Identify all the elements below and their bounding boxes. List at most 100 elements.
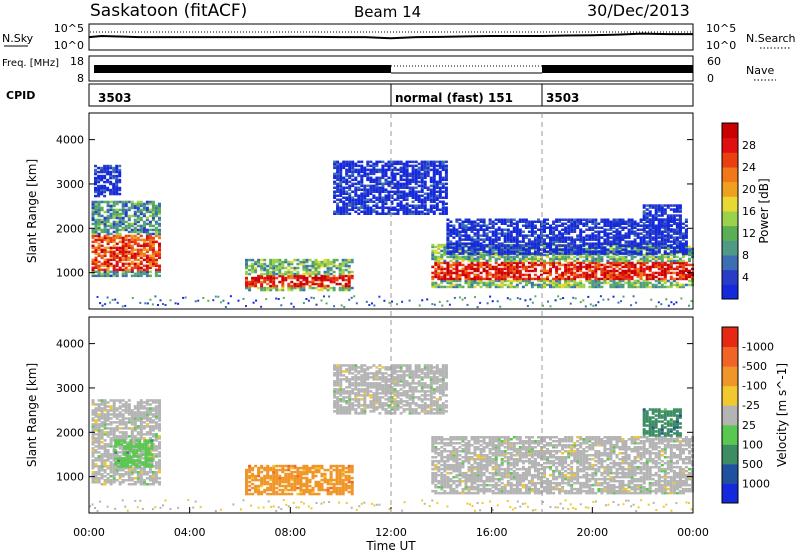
velocity-cell-0 <box>100 477 104 480</box>
power-cell-5 <box>476 218 480 221</box>
power-cell-3 <box>423 174 427 178</box>
power-cell-5 <box>509 220 513 223</box>
power-cell-4 <box>573 265 577 269</box>
power-cell-1 <box>100 174 104 178</box>
power-cell-4 <box>591 257 595 261</box>
power-cell-5 <box>669 246 673 249</box>
power-cell-5 <box>518 240 522 243</box>
power-cell-3 <box>348 188 352 191</box>
power-cell-5 <box>615 236 619 239</box>
power-cell-5 <box>476 230 480 233</box>
power-cell-3 <box>339 174 343 178</box>
power-cell-4 <box>440 249 444 253</box>
power-cell-3 <box>423 198 427 201</box>
power-cell-4 <box>651 253 655 257</box>
power-cell-4 <box>639 273 643 277</box>
velocity-cell-0 <box>103 447 107 450</box>
power-cell-2 <box>332 278 336 282</box>
power-cell-4 <box>585 243 589 247</box>
power-cell-2 <box>245 266 248 270</box>
power-cell-4 <box>681 283 685 287</box>
power-cell-5 <box>672 222 676 225</box>
power-cell-4 <box>609 247 613 251</box>
power-cell-4 <box>543 281 546 285</box>
power-cell-5 <box>482 246 486 249</box>
power-cell-3 <box>423 176 427 180</box>
velocity-cell-0 <box>118 431 122 434</box>
power-ground-cell <box>620 300 622 303</box>
power-cell-4 <box>485 277 489 281</box>
power-cell-5 <box>473 240 477 243</box>
power-cell-5 <box>497 242 501 245</box>
power-ground-cell <box>368 304 371 306</box>
power-cell-6 <box>648 212 652 215</box>
power-cell-2 <box>275 272 279 276</box>
power-cell-0 <box>121 262 125 266</box>
power-cell-5 <box>603 220 607 223</box>
power-cell-3 <box>423 204 427 207</box>
velocity-cell-0 <box>100 413 104 416</box>
power-cell-2 <box>329 286 333 290</box>
power-cell-3 <box>438 212 442 215</box>
velocity-cell-0 <box>91 481 95 484</box>
frequency-left-label: Freq. [MHz] <box>2 58 59 69</box>
power-cell-5 <box>509 252 513 255</box>
power-cell-6 <box>654 208 658 211</box>
power-cell-4 <box>461 267 465 271</box>
power-cell-4 <box>543 259 546 263</box>
power-cell-3 <box>420 206 424 209</box>
power-cell-4 <box>624 259 628 263</box>
power-cell-2 <box>314 276 318 280</box>
velocity-cell-0 <box>94 427 98 430</box>
power-cell-4 <box>660 273 664 277</box>
power-cell-4 <box>594 265 598 269</box>
power-cell-4 <box>570 283 574 287</box>
power-cell-2 <box>266 272 270 276</box>
power-cell-4 <box>618 261 622 265</box>
power-cell-4 <box>600 267 604 271</box>
power-cell-0 <box>109 208 113 212</box>
power-ground-cell <box>458 296 461 299</box>
power-cell-3 <box>381 202 385 205</box>
power-cell-3 <box>441 184 445 188</box>
power-cell-3 <box>396 212 400 215</box>
power-ground-cell <box>657 301 660 304</box>
velocity-cell-0 <box>100 463 104 466</box>
power-cell-2 <box>311 280 315 284</box>
power-cell-5 <box>654 246 658 249</box>
power-cell-1 <box>106 188 110 192</box>
power-cell-5 <box>546 234 549 237</box>
power-ground-cell <box>479 301 482 304</box>
velocity-cell-0 <box>100 447 104 450</box>
power-cell-3 <box>414 186 418 189</box>
power-cell-4 <box>533 247 537 251</box>
power-cell-4 <box>537 285 540 289</box>
power-cell-0 <box>136 268 140 272</box>
power-cell-2 <box>290 272 294 276</box>
power-cell-5 <box>573 246 577 249</box>
power-cell-5 <box>521 246 525 249</box>
power-cell-3 <box>339 170 343 174</box>
power-cell-2 <box>299 276 303 280</box>
power-cell-3 <box>423 164 427 168</box>
power-cell-5 <box>549 238 552 241</box>
power-cell-5 <box>576 250 580 253</box>
power-cell-2 <box>266 278 270 282</box>
power-cell-0 <box>118 234 122 238</box>
power-cell-4 <box>537 275 540 279</box>
power-cell-6 <box>678 230 682 233</box>
power-cell-2 <box>347 282 351 286</box>
power-cell-5 <box>573 244 577 247</box>
power-cell-5 <box>449 224 453 227</box>
power-cell-0 <box>115 246 119 250</box>
power-cell-5 <box>455 246 459 249</box>
power-cell-5 <box>627 218 631 221</box>
power-cell-5 <box>491 238 495 241</box>
power-cell-3 <box>348 166 352 170</box>
power-cell-1 <box>97 174 101 178</box>
velocity-cell-0 <box>91 399 95 402</box>
power-cell-5 <box>552 240 556 243</box>
power-cell-5 <box>630 242 634 245</box>
power-cell-2 <box>332 274 336 278</box>
velocity-cell-0 <box>112 453 116 456</box>
